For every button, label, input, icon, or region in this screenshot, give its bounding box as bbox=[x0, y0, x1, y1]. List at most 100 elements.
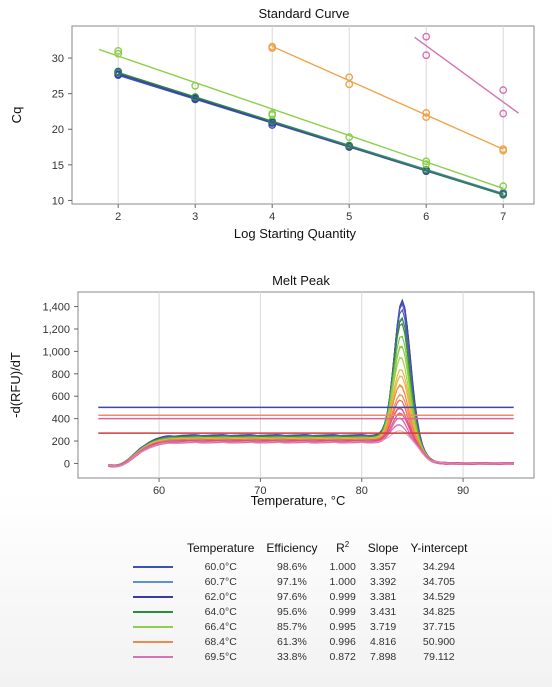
sc-data-point bbox=[422, 165, 431, 174]
sc-y-tick-label: 25 bbox=[52, 89, 64, 101]
cell-slope: 3.357 bbox=[370, 560, 397, 573]
standard-curve-plot-area bbox=[71, 25, 535, 205]
legend-swatch bbox=[133, 595, 173, 598]
sc-y-tick-label: 30 bbox=[52, 53, 64, 65]
cell-intercept: 37.715 bbox=[422, 620, 456, 633]
sc-y-tick-label: 15 bbox=[52, 160, 64, 172]
melt-peak-title: Melt Peak bbox=[272, 273, 330, 288]
legend-swatch bbox=[133, 580, 173, 583]
header-slope: Slope bbox=[367, 540, 399, 555]
sc-data-point bbox=[422, 160, 431, 169]
cell-slope: 3.381 bbox=[370, 590, 397, 603]
sc-data-point bbox=[268, 42, 277, 51]
sc-data-point bbox=[422, 32, 431, 41]
legend-swatch bbox=[133, 565, 173, 568]
sc-x-tick-label: 3 bbox=[192, 211, 198, 223]
cell-efficiency: 33.8% bbox=[277, 650, 307, 663]
mp-y-tick-label: 1,000 bbox=[42, 346, 70, 358]
sc-data-point bbox=[499, 109, 508, 118]
cell-slope: 7.898 bbox=[370, 650, 397, 663]
cell-intercept: 50.900 bbox=[422, 635, 456, 648]
sc-y-tick-label: 20 bbox=[52, 124, 64, 136]
cell-intercept: 34.294 bbox=[422, 560, 456, 573]
melt-peak-grid bbox=[158, 292, 464, 478]
cell-r2: 0.999 bbox=[329, 605, 356, 618]
legend-swatch-cell bbox=[125, 589, 181, 604]
table-row: 62.0°C 97.6% 0.999 3.381 34.529 bbox=[125, 589, 473, 604]
cell-r2: 0.996 bbox=[329, 635, 356, 648]
cell-efficiency: 98.6% bbox=[277, 560, 307, 573]
legend-swatch-cell bbox=[125, 649, 181, 664]
sc-data-point bbox=[422, 51, 431, 60]
cell-r2: 1.000 bbox=[329, 575, 356, 588]
mp-y-tick-label: 600 bbox=[52, 391, 70, 403]
mp-y-tick-label: 800 bbox=[52, 369, 70, 381]
sc-x-tick-label: 6 bbox=[423, 211, 429, 223]
sc-x-tick-label: 2 bbox=[115, 211, 121, 223]
cell-slope: 3.431 bbox=[370, 605, 397, 618]
mp-y-tick-label: 200 bbox=[52, 436, 70, 448]
sc-data-point bbox=[345, 80, 354, 89]
cell-slope: 4.816 bbox=[370, 635, 397, 648]
standard-curve-title: Standard Curve bbox=[258, 6, 349, 21]
mp-x-tick-label: 70 bbox=[254, 485, 266, 497]
cell-efficiency: 97.6% bbox=[277, 590, 307, 603]
sc-y-tick-label: 10 bbox=[52, 195, 64, 207]
cell-r2: 0.872 bbox=[329, 650, 356, 663]
results-table-body: 60.0°C 98.6% 1.000 3.357 34.294 60.7°C 97.1% 1.… bbox=[125, 559, 473, 664]
table-row: 60.7°C 97.1% 1.000 3.392 34.705 bbox=[125, 574, 473, 589]
mp-y-tick-label: 1,400 bbox=[42, 302, 70, 314]
table-row: 68.4°C 61.3% 0.996 4.816 50.900 bbox=[125, 634, 473, 649]
legend-swatch bbox=[133, 625, 173, 628]
cell-intercept: 34.529 bbox=[422, 590, 456, 603]
melt-peak-curves bbox=[108, 298, 514, 468]
sc-data-point bbox=[345, 133, 354, 141]
sc-data-point bbox=[114, 49, 123, 58]
cell-temperature: 62.0°C bbox=[204, 590, 237, 603]
sc-data-point bbox=[345, 73, 354, 82]
mp-y-tick-label: 400 bbox=[52, 414, 70, 426]
cell-intercept: 79.112 bbox=[423, 650, 455, 663]
header-r: R bbox=[336, 541, 345, 555]
cell-r2: 1.000 bbox=[329, 560, 356, 573]
header-temperature: Temperature bbox=[187, 540, 255, 555]
cell-temperature: 66.4°C bbox=[204, 620, 237, 633]
header-efficiency: Efficiency bbox=[266, 540, 318, 555]
cell-efficiency: 85.7% bbox=[277, 620, 307, 633]
legend-swatch-cell bbox=[125, 574, 181, 589]
table-row: 66.4°C 85.7% 0.995 3.719 37.715 bbox=[125, 619, 473, 634]
cell-temperature: 60.0°C bbox=[204, 560, 237, 573]
legend-swatch-cell bbox=[125, 559, 181, 574]
legend-swatch bbox=[133, 655, 173, 658]
standard-curve-y-axis-title: Cq bbox=[9, 107, 24, 124]
sc-fit-line bbox=[414, 36, 520, 114]
cell-efficiency: 61.3% bbox=[277, 635, 307, 648]
sc-data-point bbox=[422, 157, 431, 166]
cell-r2: 0.995 bbox=[329, 620, 356, 633]
sc-data-point bbox=[499, 182, 508, 191]
sc-data-point bbox=[499, 86, 508, 94]
standard-curve-fit-lines bbox=[98, 36, 520, 196]
sc-x-tick-label: 4 bbox=[269, 211, 275, 223]
sc-data-point bbox=[191, 93, 200, 102]
sc-data-point bbox=[191, 81, 200, 90]
cell-efficiency: 95.6% bbox=[277, 605, 307, 618]
melt-curve bbox=[108, 430, 514, 468]
sc-data-point bbox=[345, 141, 354, 150]
sc-data-point bbox=[499, 146, 508, 155]
sc-x-tick-label: 5 bbox=[346, 211, 352, 223]
page-background bbox=[0, 490, 552, 687]
header-swatch bbox=[125, 540, 181, 559]
legend-swatch-cell bbox=[125, 634, 181, 649]
mp-y-tick-label: 0 bbox=[64, 458, 70, 470]
legend-swatch bbox=[133, 640, 173, 643]
sc-data-point bbox=[422, 113, 431, 122]
sc-fit-line bbox=[271, 45, 504, 150]
sc-data-point bbox=[499, 190, 508, 199]
legend-swatch-cell bbox=[125, 619, 181, 634]
mp-x-tick-label: 90 bbox=[457, 485, 469, 497]
cell-intercept: 34.705 bbox=[422, 575, 456, 588]
sc-data-point bbox=[114, 47, 123, 55]
melt-peak-axes: 60 70 80 90 0 200 400 600 800 1,000 1,200 1,400 bbox=[42, 302, 469, 497]
table-row: 69.5°C 33.8% 0.872 7.898 79.112 bbox=[125, 649, 473, 664]
